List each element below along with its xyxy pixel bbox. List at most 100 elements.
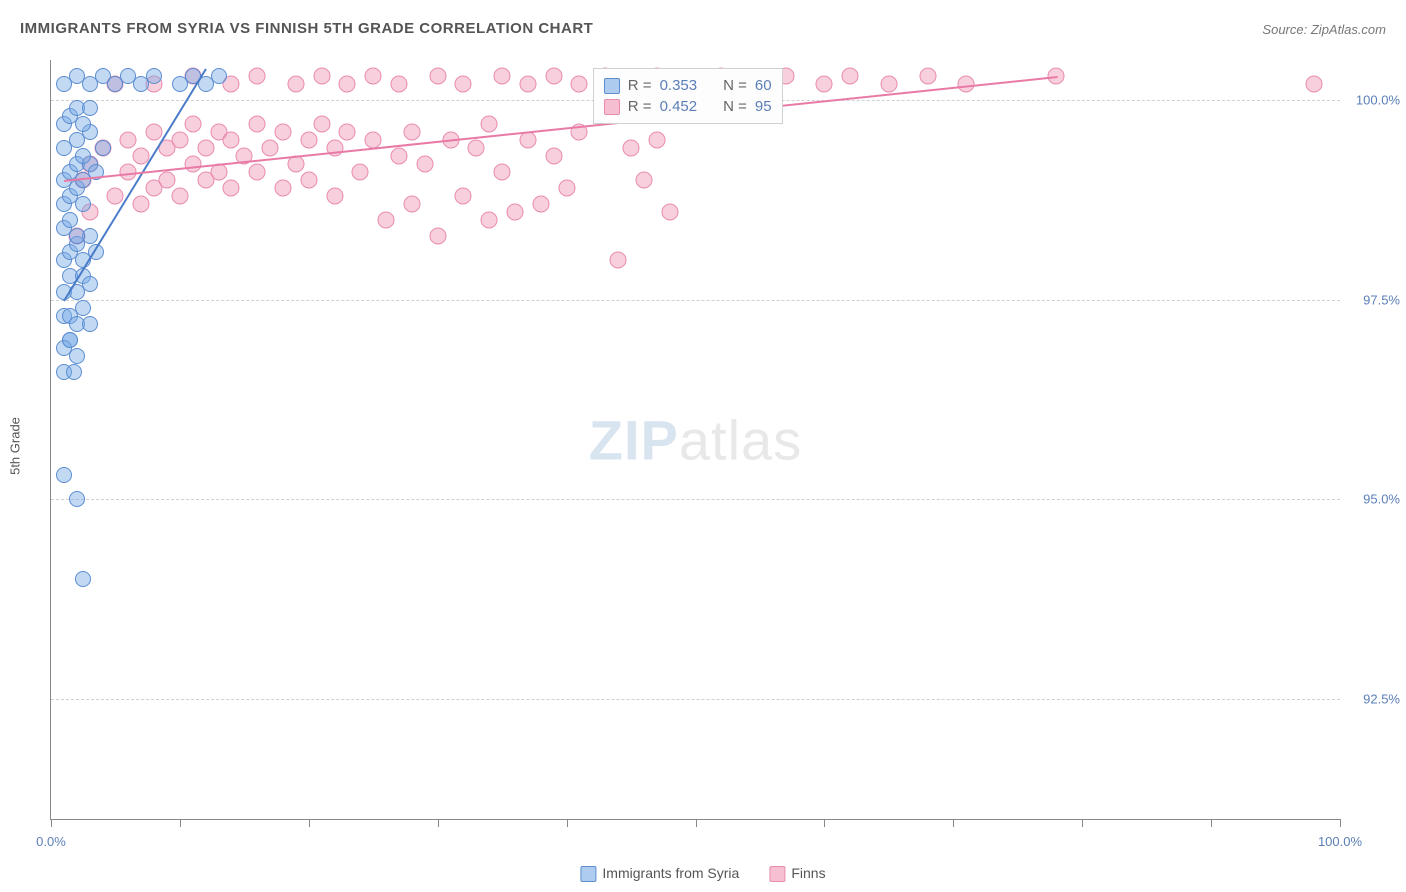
n-value: 95 (755, 98, 772, 115)
pink-point (249, 163, 266, 180)
pink-point (494, 67, 511, 84)
pink-point (429, 227, 446, 244)
pink-point (378, 211, 395, 228)
x-tick (51, 819, 52, 827)
blue-point (62, 212, 78, 228)
chart-area: ZIPatlas 92.5%95.0%97.5%100.0%0.0%100.0%… (50, 60, 1340, 820)
pink-point (571, 75, 588, 92)
blue-point (62, 332, 78, 348)
x-tick-label: 0.0% (36, 834, 66, 849)
pink-point (455, 187, 472, 204)
y-tick-label: 97.5% (1363, 292, 1400, 307)
blue-point (211, 68, 227, 84)
watermark: ZIPatlas (589, 407, 802, 472)
pink-point (842, 67, 859, 84)
x-tick (1211, 819, 1212, 827)
source-label: Source: (1262, 22, 1307, 37)
x-tick (438, 819, 439, 827)
pink-point (558, 179, 575, 196)
gridline (51, 699, 1340, 700)
watermark-atlas: atlas (679, 408, 802, 471)
blue-point (56, 467, 72, 483)
pink-point (339, 75, 356, 92)
blue-point (75, 148, 91, 164)
pink-point (275, 179, 292, 196)
n-label: N = (723, 77, 747, 94)
pink-point (365, 67, 382, 84)
pink-point (391, 75, 408, 92)
pink-point (468, 139, 485, 156)
y-tick-label: 100.0% (1356, 92, 1400, 107)
pink-point (519, 75, 536, 92)
pink-point (275, 123, 292, 140)
y-tick-label: 95.0% (1363, 492, 1400, 507)
pink-point (623, 139, 640, 156)
pink-point (197, 139, 214, 156)
pink-point (249, 67, 266, 84)
pink-point (365, 131, 382, 148)
blue-point (75, 116, 91, 132)
chart-title: IMMIGRANTS FROM SYRIA VS FINNISH 5TH GRA… (20, 20, 593, 37)
pink-point (635, 171, 652, 188)
pink-point (249, 115, 266, 132)
y-axis-label: 5th Grade (8, 417, 23, 475)
x-tick (1340, 819, 1341, 827)
pink-point (223, 131, 240, 148)
pink-point (184, 115, 201, 132)
blue-point (75, 196, 91, 212)
legend-swatch (769, 866, 785, 882)
blue-point (146, 68, 162, 84)
legend-label: Finns (791, 865, 825, 881)
legend-row: R =0.353N =60 (604, 75, 772, 96)
blue-point (69, 491, 85, 507)
pink-point (545, 147, 562, 164)
pink-point (287, 75, 304, 92)
pink-point (429, 67, 446, 84)
pink-point (107, 187, 124, 204)
pink-point (416, 155, 433, 172)
x-tick (180, 819, 181, 827)
gridline (51, 300, 1340, 301)
pink-point (313, 115, 330, 132)
legend-swatch (580, 866, 596, 882)
pink-point (481, 115, 498, 132)
x-tick (953, 819, 954, 827)
pink-point (300, 171, 317, 188)
pink-point (403, 123, 420, 140)
pink-point (481, 211, 498, 228)
x-tick-label: 100.0% (1318, 834, 1362, 849)
blue-point (69, 348, 85, 364)
blue-point (82, 276, 98, 292)
legend-top: R =0.353N =60R =0.452N =95 (593, 68, 783, 124)
pink-point (880, 75, 897, 92)
pink-point (133, 195, 150, 212)
r-label: R = (628, 77, 652, 94)
legend-row: R = 0.452 N = 95 (604, 96, 772, 117)
r-value: 0.452 (660, 98, 698, 115)
x-tick (309, 819, 310, 827)
n-value: 60 (755, 77, 772, 94)
n-label: N = (723, 98, 747, 115)
pink-point (313, 67, 330, 84)
pink-point (391, 147, 408, 164)
blue-point (66, 364, 82, 380)
pink-point (352, 163, 369, 180)
watermark-zip: ZIP (589, 408, 679, 471)
r-label: R = (628, 98, 652, 115)
pink-point (1306, 75, 1323, 92)
pink-point (610, 251, 627, 268)
legend-item: Finns (769, 865, 825, 882)
pink-point (339, 123, 356, 140)
pink-point (661, 203, 678, 220)
pink-point (223, 179, 240, 196)
plot-region: ZIPatlas 92.5%95.0%97.5%100.0%0.0%100.0%… (50, 60, 1340, 820)
pink-point (532, 195, 549, 212)
pink-point (507, 203, 524, 220)
pink-point (262, 139, 279, 156)
pink-point (146, 123, 163, 140)
legend-swatch (604, 78, 620, 94)
pink-point (171, 187, 188, 204)
blue-point (82, 316, 98, 332)
pink-point (648, 131, 665, 148)
pink-point (300, 131, 317, 148)
